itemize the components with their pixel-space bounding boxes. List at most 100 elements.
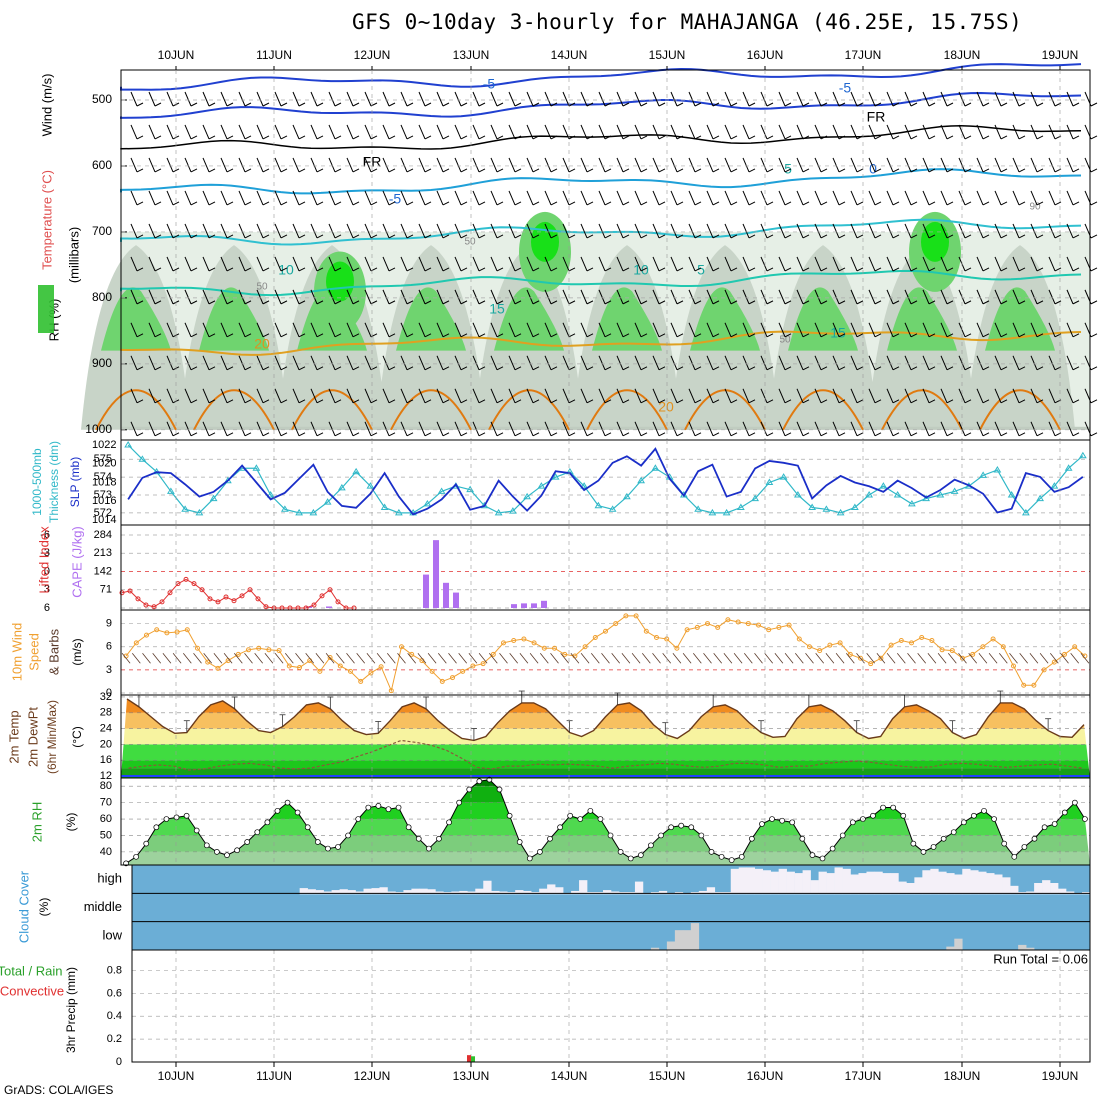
slp-tick-label: 1014 — [92, 514, 116, 526]
wind-barb — [454, 190, 462, 206]
top-day-label: 18JUN — [944, 48, 981, 62]
wind-barb — [922, 124, 930, 140]
wind-barb — [616, 289, 624, 305]
wind-barb — [634, 157, 642, 173]
rh2m-point — [668, 824, 674, 831]
wind-barb — [562, 289, 570, 305]
wind-barb — [406, 135, 414, 140]
wind-barb — [1012, 256, 1020, 272]
li-axis-label: Lifted Index — [36, 526, 51, 594]
wind-barb — [604, 366, 612, 371]
wind-barb — [202, 289, 210, 305]
wind-barb — [838, 135, 846, 140]
wind-barb — [838, 234, 846, 239]
li-tick-label: 0 — [44, 565, 50, 577]
wind-barb — [172, 267, 180, 272]
wind-barb — [622, 432, 630, 437]
wind-speed-point — [745, 621, 751, 627]
wind-barb — [958, 157, 966, 173]
cloud-high-bar — [826, 873, 835, 895]
wind-barb — [910, 399, 918, 404]
wind-barb — [442, 267, 450, 272]
precip-legend-total: Total / Rain — [0, 963, 63, 978]
isotherm-line — [782, 389, 864, 431]
wind-barb — [784, 135, 792, 140]
wind-barb — [604, 234, 612, 239]
cloud-high-bar — [331, 890, 340, 895]
wind-speed-point — [246, 647, 251, 653]
wind-barb — [490, 421, 498, 436]
wind-barb — [688, 157, 696, 173]
wind-barb — [748, 168, 756, 173]
wind-barb — [910, 267, 918, 272]
wind-barb — [742, 388, 750, 404]
wind-barb — [544, 388, 552, 404]
rh2m-point — [587, 807, 594, 814]
cloud-low-bar — [1018, 944, 1027, 950]
cloud-high-bar — [802, 870, 811, 895]
wind-barb — [166, 190, 174, 206]
wind-barb — [274, 289, 282, 305]
wind-barb — [1049, 653, 1059, 664]
wind-barb — [652, 91, 660, 107]
wind-barb — [562, 223, 570, 239]
wind-barb — [292, 322, 300, 338]
wind-barb — [154, 102, 162, 107]
wind-barb — [539, 653, 549, 664]
wind-barb — [424, 267, 432, 272]
wind-barb — [994, 91, 1002, 107]
wind-barb — [298, 234, 306, 239]
wind-barb — [964, 366, 972, 371]
wind-barb — [838, 399, 846, 404]
contour-label: 5 — [784, 161, 792, 177]
wind-barb — [850, 223, 858, 239]
wind-barb — [778, 157, 786, 173]
wind-barb — [208, 300, 216, 305]
wind-barb — [892, 267, 900, 272]
wind-barb — [724, 91, 732, 107]
wind-speed-point — [715, 624, 721, 630]
wind-barb — [688, 289, 696, 305]
cloud-low-bar — [954, 938, 963, 950]
wind-barb — [850, 124, 858, 140]
rh2m-point — [375, 803, 382, 809]
wind-barb — [676, 399, 684, 404]
isotherm-line — [120, 330, 1082, 356]
wind-speed-point — [980, 644, 986, 650]
wind-barb — [640, 366, 648, 371]
wind-speed-point — [348, 668, 353, 674]
wind-barb — [796, 190, 804, 206]
contour-label: -5 — [839, 80, 852, 96]
wind-barb — [514, 234, 522, 239]
wind-barb — [154, 201, 162, 206]
wind-barb — [922, 421, 930, 436]
wind-barb — [580, 190, 588, 206]
wind-barb — [334, 201, 342, 206]
wind-barb — [298, 399, 306, 404]
rh2m-point — [839, 832, 846, 839]
wind-barb — [724, 223, 732, 239]
lifted-index-point — [167, 590, 173, 596]
wind-tick-label: 9 — [106, 617, 112, 629]
wind-barb — [724, 355, 732, 371]
wind-barb — [166, 322, 174, 338]
wind-speed-point — [929, 638, 935, 644]
wind-barb — [490, 157, 498, 173]
wind-barb — [460, 234, 468, 239]
wind-barb — [166, 91, 174, 107]
wind-barb — [130, 388, 138, 404]
wind-barb — [658, 366, 666, 371]
wind-barb — [802, 399, 810, 404]
wind-barb — [519, 653, 529, 664]
wind-barb — [850, 190, 858, 206]
temperature-tick-label: 28 — [100, 707, 112, 719]
wind-barb — [292, 91, 300, 107]
wind-barb — [238, 289, 246, 305]
wind-barb — [370, 399, 378, 404]
cloud-high-bar — [1034, 883, 1043, 895]
wind-barb — [226, 168, 234, 173]
wind-barb — [947, 653, 957, 664]
wind-barb — [1030, 421, 1038, 436]
wind-barb — [382, 388, 390, 404]
wind-barb — [694, 168, 702, 173]
